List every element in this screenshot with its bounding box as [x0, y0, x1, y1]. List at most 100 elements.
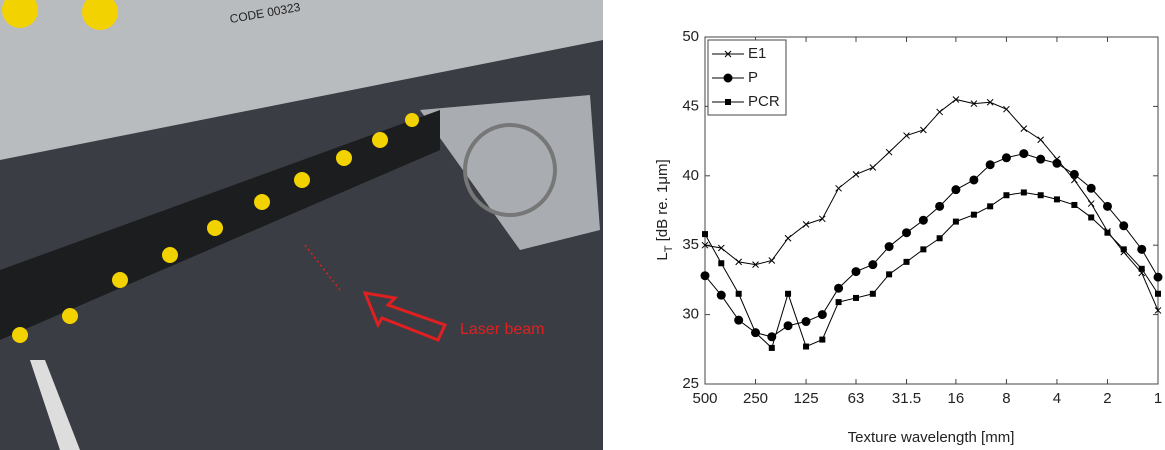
- marker: [969, 175, 979, 185]
- marker: [1137, 244, 1147, 254]
- marker: [970, 211, 977, 218]
- series-line: [704, 153, 1159, 338]
- marker: [834, 283, 844, 293]
- marker: [768, 257, 776, 264]
- marker: [1088, 214, 1095, 221]
- marker: [852, 171, 860, 178]
- marker: [701, 241, 709, 249]
- marker: [886, 271, 893, 278]
- marker: [936, 108, 943, 116]
- marker: [1087, 200, 1095, 207]
- marker: [700, 271, 710, 281]
- y-tick-label: 50: [682, 28, 699, 45]
- marker: [1153, 272, 1163, 282]
- marker: [902, 228, 912, 238]
- marker: [768, 344, 775, 351]
- marker: [818, 215, 826, 223]
- marker: [884, 242, 894, 252]
- marker: [851, 267, 861, 277]
- marker: [986, 98, 994, 106]
- marker: [734, 315, 744, 325]
- marker: [885, 148, 893, 156]
- rail: [0, 0, 603, 160]
- marker: [935, 201, 945, 211]
- series-line: [704, 98, 1159, 311]
- marker: [783, 321, 793, 331]
- y-axis-label: LT [dB re. 1μm]: [654, 159, 675, 260]
- marker: [835, 184, 842, 192]
- chain-dots: [2, 0, 419, 343]
- marker: [752, 329, 759, 336]
- marker: [1037, 192, 1044, 199]
- marker: [784, 234, 792, 242]
- legend-label: E1: [748, 45, 766, 62]
- marker: [920, 126, 927, 134]
- sensor-plate: [420, 95, 600, 250]
- marker: [835, 299, 842, 306]
- legend-label: P: [748, 69, 758, 86]
- x-axis-label: Texture wavelength [mm]: [848, 429, 1015, 446]
- marker: [1003, 105, 1010, 113]
- x-tick-label: 250: [743, 390, 768, 407]
- marker: [725, 99, 731, 105]
- marker: [785, 290, 792, 297]
- marker: [702, 231, 708, 238]
- marker: [1102, 201, 1112, 211]
- marker: [1120, 246, 1127, 253]
- marker: [817, 310, 827, 320]
- marker: [852, 294, 859, 301]
- marker: [1104, 229, 1111, 236]
- x-tick-label: 31.5: [892, 390, 921, 407]
- marker: [819, 336, 826, 343]
- marker: [1155, 290, 1161, 297]
- marker: [985, 160, 995, 170]
- marker: [1001, 153, 1011, 163]
- marker: [1036, 154, 1046, 164]
- marker: [936, 235, 943, 242]
- x-tick-label: 8: [1002, 390, 1010, 407]
- leg: [30, 360, 80, 450]
- y-tick-label: 35: [682, 236, 699, 253]
- marker: [1069, 169, 1079, 179]
- y-tick-label: 25: [682, 375, 699, 392]
- annotation: Laser beam: [460, 321, 545, 338]
- marker: [903, 132, 910, 139]
- y-tick-label: 40: [682, 167, 699, 184]
- marker: [1119, 221, 1129, 231]
- x-tick-label: 2: [1103, 390, 1111, 407]
- marker: [1020, 125, 1028, 132]
- marker: [1071, 201, 1078, 208]
- x-tick-label: 4: [1053, 390, 1061, 407]
- marker: [723, 73, 733, 83]
- marker: [717, 244, 725, 252]
- marker: [1003, 192, 1010, 199]
- x-tick-label: 16: [948, 390, 965, 407]
- marker: [724, 50, 732, 58]
- marker: [735, 290, 742, 297]
- marker: [903, 258, 910, 265]
- series-line: [704, 191, 1159, 349]
- marker: [869, 290, 876, 297]
- marker: [718, 260, 725, 267]
- marker: [920, 246, 927, 253]
- y-tick-label: 30: [682, 306, 699, 323]
- x-tick-label: 125: [794, 390, 819, 407]
- marker: [1053, 196, 1060, 203]
- x-tick-label: 500: [692, 390, 717, 407]
- marker: [952, 218, 959, 225]
- marker: [802, 221, 810, 228]
- marker: [801, 317, 811, 327]
- marker: [970, 100, 978, 107]
- marker: [918, 215, 928, 225]
- marker: [987, 203, 994, 210]
- arrow: [362, 291, 448, 342]
- marker: [716, 290, 726, 300]
- marker: [869, 164, 877, 171]
- marker: [1037, 136, 1045, 144]
- marker: [1052, 158, 1062, 168]
- marker: [735, 258, 743, 266]
- photo: CODE 00323 Laser beam: [0, 0, 603, 450]
- cable: [463, 123, 557, 217]
- marker: [752, 261, 759, 268]
